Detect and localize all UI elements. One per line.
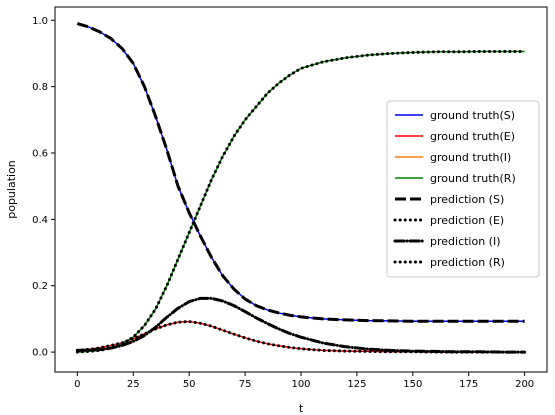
- legend: ground truth(S) ground truth(E) ground tru…: [386, 100, 540, 278]
- series-layer: [75, 22, 527, 354]
- legend-label: ground truth(R): [430, 172, 516, 185]
- legend-label: prediction (I): [430, 235, 501, 248]
- x-axis-label: t: [299, 402, 304, 415]
- series-line-5: [75, 320, 527, 354]
- legend-label: ground truth(E): [430, 130, 515, 143]
- legend-label: ground truth(I): [430, 151, 511, 164]
- y-tick-label: 0.4: [32, 215, 48, 226]
- y-tick-label: 0.2: [32, 281, 48, 292]
- legend-label: prediction (S): [430, 193, 504, 206]
- y-tick-label: 0.8: [32, 82, 48, 93]
- legend-box: [386, 100, 540, 278]
- x-tick-label: 175: [459, 379, 478, 390]
- y-tick-label: 0.6: [32, 149, 48, 160]
- x-tick-label: 0: [74, 379, 80, 390]
- x-tick-label: 50: [183, 379, 196, 390]
- legend-label: prediction (E): [430, 214, 504, 227]
- legend-label: ground truth(S): [430, 109, 515, 122]
- series-line-6: [75, 296, 527, 354]
- x-tick-label: 150: [403, 379, 422, 390]
- y-tick-label: 1.0: [32, 16, 48, 27]
- y-axis: 0.0 0.2 0.4 0.6 0.8 1.0: [32, 16, 55, 359]
- y-axis-label: population: [5, 160, 18, 219]
- series-line-7: [75, 49, 527, 354]
- x-axis: 0 25 50 75 100 125 150 175 200: [74, 372, 534, 390]
- x-tick-label: 125: [347, 379, 366, 390]
- y-tick-label: 0.0: [32, 348, 48, 359]
- series-line-4: [76, 22, 525, 323]
- x-tick-label: 200: [515, 379, 534, 390]
- x-tick-label: 25: [127, 379, 140, 390]
- x-tick-label: 75: [239, 379, 252, 390]
- x-tick-label: 100: [291, 379, 310, 390]
- legend-label: prediction (R): [430, 256, 505, 269]
